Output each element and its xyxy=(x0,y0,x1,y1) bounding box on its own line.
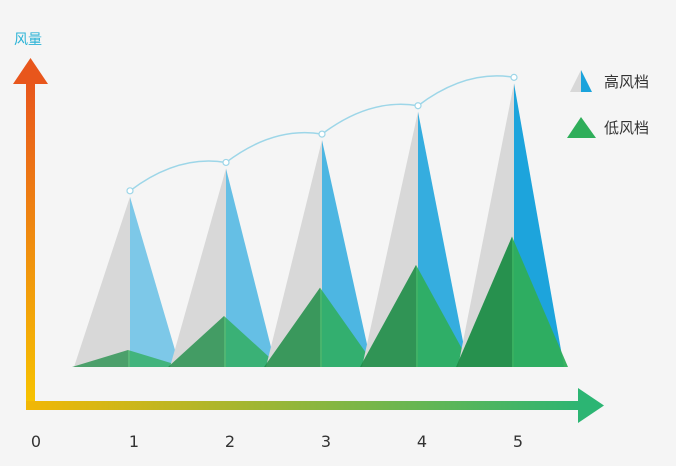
peak-point-1 xyxy=(126,187,134,195)
peak-point-5 xyxy=(510,73,518,81)
peak-point-4 xyxy=(414,102,422,110)
low-mark-left-4 xyxy=(360,264,416,367)
x-tick-labels: 0 1 2 3 4 5 xyxy=(31,432,523,451)
low-mark-5 xyxy=(512,236,568,367)
legend: 高风档 低风档 xyxy=(567,70,649,138)
x-tick-label-1: 1 xyxy=(129,432,139,451)
low-mark-3 xyxy=(320,287,376,367)
x-tick-label-5: 5 xyxy=(513,432,523,451)
x-axis-line xyxy=(26,401,582,410)
legend-low-swatch xyxy=(567,117,596,138)
x-axis-arrow xyxy=(578,388,604,423)
x-tick-label-3: 3 xyxy=(321,432,331,451)
legend-high-swatch-back xyxy=(570,70,581,92)
y-axis-line xyxy=(26,82,35,410)
low-mark-left-1 xyxy=(72,349,128,367)
high-mark-2 xyxy=(226,168,276,367)
low-mark-left-2 xyxy=(168,315,224,367)
high-mark-back-1 xyxy=(74,196,130,367)
chart-marks xyxy=(72,73,568,368)
x-axis xyxy=(26,388,604,423)
legend-low-label: 低风档 xyxy=(604,119,649,137)
x-tick-label-4: 4 xyxy=(417,432,427,451)
y-axis-label: 风量 xyxy=(14,32,42,48)
y-axis-arrow xyxy=(13,58,48,84)
low-mark-1 xyxy=(128,349,184,367)
peak-point-2 xyxy=(222,158,230,167)
low-mark-2 xyxy=(224,315,280,367)
low-mark-left-3 xyxy=(264,287,320,367)
y-axis: 风量 xyxy=(13,32,48,410)
high-mark-1 xyxy=(130,196,180,367)
legend-item-low: 低风档 xyxy=(567,117,649,138)
low-mark-left-5 xyxy=(456,236,512,367)
legend-high-label: 高风档 xyxy=(604,73,649,91)
legend-item-high: 高风档 xyxy=(570,70,649,92)
low-mark-4 xyxy=(416,264,472,367)
high-mark-back-2 xyxy=(170,168,226,367)
legend-high-swatch-front xyxy=(581,70,592,92)
x-tick-label-2: 2 xyxy=(225,432,235,451)
x-tick-label-0: 0 xyxy=(31,432,41,451)
peak-point-3 xyxy=(318,130,326,138)
